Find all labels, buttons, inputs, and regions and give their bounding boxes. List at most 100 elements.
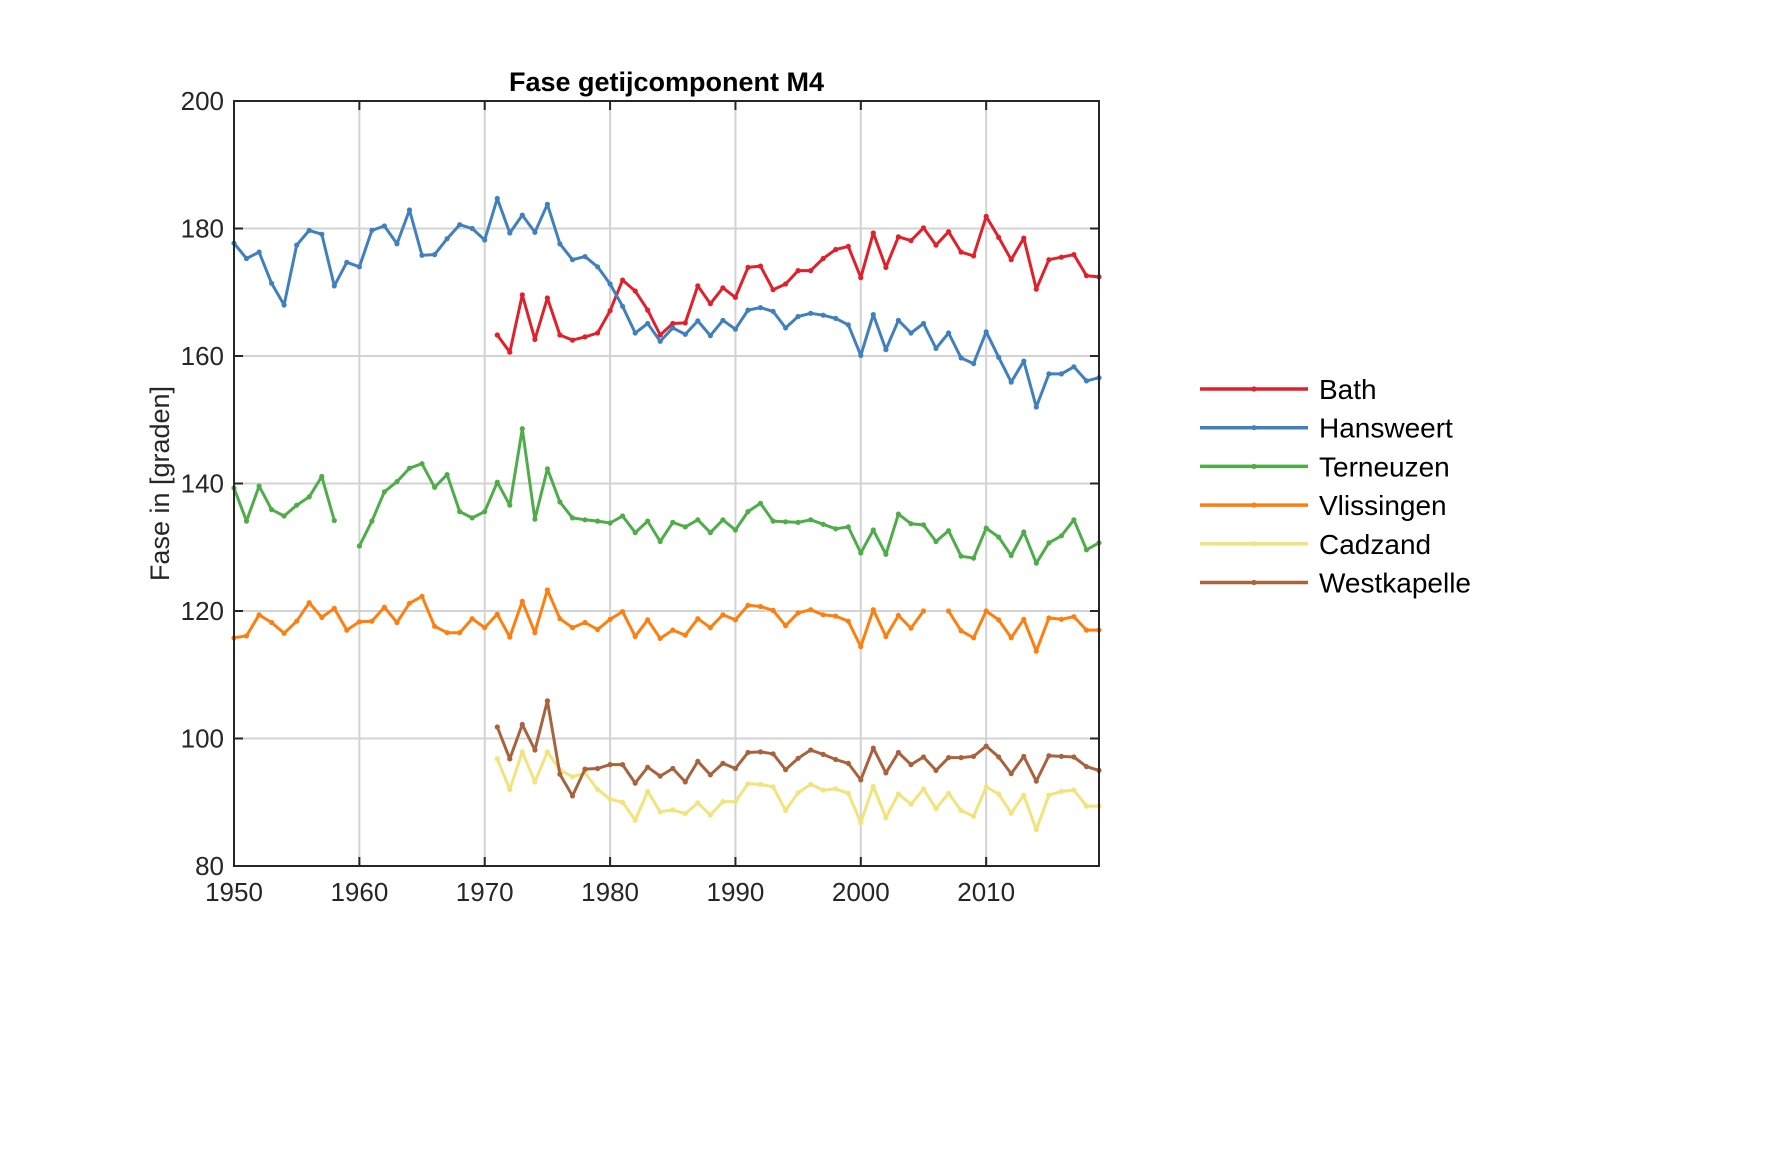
data-point-vlissingen: [557, 616, 563, 622]
data-point-vlissingen: [369, 618, 375, 624]
data-point-vlissingen: [883, 633, 889, 640]
data-point-cadzand: [1083, 803, 1090, 809]
data-point-westkapelle: [620, 762, 626, 768]
data-point-bath: [632, 288, 638, 294]
x-tick-label: 1970: [456, 877, 514, 907]
data-point-cadzand: [720, 799, 726, 805]
legend-item-terneuzen: Terneuzen: [1200, 451, 1450, 482]
data-point-terneuzen: [996, 534, 1002, 540]
x-tick-label: 1950: [205, 877, 263, 907]
data-point-westkapelle: [595, 765, 601, 772]
y-tick-label: 200: [181, 86, 224, 116]
data-point-vlissingen: [920, 608, 927, 614]
data-point-vlissingen: [858, 644, 864, 650]
data-point-terneuzen: [419, 461, 425, 467]
data-point-westkapelle: [607, 762, 613, 768]
data-point-westkapelle: [569, 793, 576, 799]
legend-item-vlissingen: Vlissingen: [1200, 490, 1447, 521]
data-point-vlissingen: [394, 619, 400, 626]
data-point-cadzand: [820, 787, 826, 793]
data-point-cadzand: [858, 820, 864, 826]
data-point-terneuzen: [682, 524, 688, 530]
data-point-westkapelle: [946, 755, 952, 761]
data-point-vlissingen: [1046, 615, 1052, 621]
legend-marker-vlissingen: [1251, 502, 1257, 508]
data-point-bath: [695, 283, 701, 289]
data-point-cadzand: [657, 809, 663, 815]
series-vlissingen: [231, 587, 1102, 654]
data-point-terneuzen: [544, 466, 551, 472]
data-point-hansweert: [707, 333, 714, 339]
data-point-vlissingen: [707, 625, 714, 631]
data-point-vlissingen: [444, 630, 450, 636]
data-point-bath: [933, 242, 939, 248]
data-point-westkapelle: [883, 770, 889, 776]
data-point-westkapelle: [582, 766, 588, 772]
data-point-hansweert: [845, 322, 851, 328]
data-point-hansweert: [808, 310, 814, 316]
data-point-vlissingen: [695, 616, 701, 622]
data-point-hansweert: [557, 241, 563, 247]
y-tick-label: 80: [195, 851, 224, 881]
data-point-bath: [745, 264, 751, 270]
data-point-bath: [783, 281, 789, 287]
data-point-terneuzen: [582, 517, 588, 523]
data-point-vlissingen: [1008, 635, 1014, 641]
data-point-terneuzen: [783, 519, 789, 525]
data-point-bath: [657, 332, 663, 338]
data-point-hansweert: [820, 312, 826, 318]
y-tick-label: 140: [181, 469, 224, 499]
data-point-westkapelle: [707, 772, 714, 778]
data-point-vlissingen: [833, 613, 839, 619]
data-point-bath: [732, 294, 739, 300]
legend-item-bath: Bath: [1200, 374, 1377, 405]
data-point-terneuzen: [394, 479, 400, 485]
data-point-terneuzen: [494, 479, 500, 485]
data-point-cadzand: [895, 791, 902, 797]
data-point-hansweert: [281, 302, 287, 308]
data-point-bath: [557, 332, 563, 338]
data-point-westkapelle: [783, 767, 789, 773]
data-point-cadzand: [645, 788, 651, 795]
data-point-terneuzen: [795, 519, 801, 526]
data-point-vlissingen: [432, 623, 438, 629]
data-point-cadzand: [707, 812, 714, 818]
ticks: 1950 1960 1970 1980 1990 2000 2010 80 100 120 140 1…: [181, 86, 1099, 907]
data-point-terneuzen: [883, 551, 889, 557]
data-point-westkapelle: [1058, 753, 1064, 760]
data-point-hansweert: [971, 361, 977, 367]
data-point-terneuzen: [381, 489, 387, 495]
data-point-cadzand: [983, 784, 989, 790]
data-point-bath: [845, 243, 851, 249]
data-point-vlissingen: [958, 628, 964, 634]
data-point-vlissingen: [319, 614, 325, 621]
data-point-bath: [544, 295, 551, 301]
legend-label-westkapelle: Westkapelle: [1319, 568, 1471, 599]
data-point-terneuzen: [971, 555, 977, 561]
data-point-bath: [1083, 273, 1090, 279]
data-point-cadzand: [670, 807, 676, 813]
y-axis-label: Fase in [graden]: [145, 386, 175, 581]
data-point-vlissingen: [895, 612, 902, 619]
data-point-terneuzen: [657, 538, 663, 545]
data-point-terneuzen: [620, 513, 626, 519]
data-point-westkapelle: [557, 771, 563, 777]
data-point-westkapelle: [870, 745, 876, 751]
data-point-westkapelle: [983, 743, 989, 749]
data-point-terneuzen: [243, 518, 250, 524]
data-point-westkapelle: [920, 754, 927, 760]
data-point-vlissingen: [820, 612, 826, 618]
data-point-terneuzen: [1021, 529, 1027, 535]
data-point-vlissingen: [344, 627, 350, 633]
data-point-hansweert: [519, 212, 525, 218]
data-point-hansweert: [482, 237, 488, 243]
data-point-hansweert: [1046, 371, 1052, 377]
data-point-hansweert: [306, 227, 312, 233]
data-point-hansweert: [833, 315, 839, 321]
data-point-hansweert: [269, 280, 275, 286]
legend-label-hansweert: Hansweert: [1319, 413, 1453, 444]
data-point-westkapelle: [657, 773, 663, 779]
data-point-hansweert: [933, 345, 939, 351]
data-point-westkapelle: [507, 756, 513, 762]
data-point-terneuzen: [507, 502, 513, 508]
